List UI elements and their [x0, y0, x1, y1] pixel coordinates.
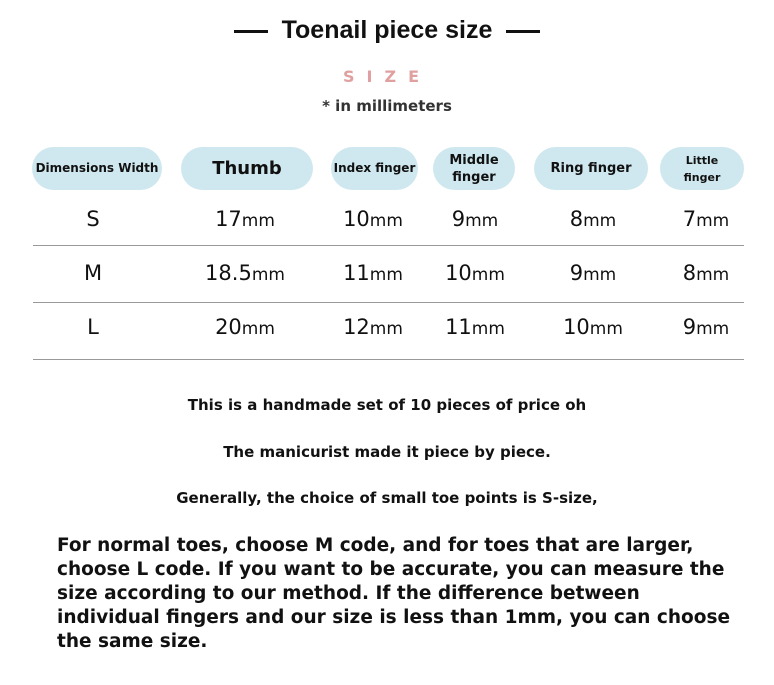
table-cell: 10mm [343, 207, 403, 231]
instructions-paragraph: For normal toes, choose M code, and for … [57, 535, 731, 652]
row-divider [33, 359, 744, 360]
cell-value: 7 [682, 207, 697, 231]
cell-value: 20 [215, 315, 242, 339]
row-divider [33, 245, 744, 246]
cell-unit: mm [696, 211, 730, 231]
note-line: Generally, the choice of small toe point… [176, 489, 598, 507]
divider [233, 29, 268, 33]
table-cell: 9mm [570, 261, 617, 285]
cell-value: 18.5 [205, 261, 252, 285]
cell-value: 11 [343, 261, 370, 285]
table-cell: 10mm [445, 261, 505, 285]
table-cell: 8mm [570, 207, 617, 231]
cell-value: 9 [451, 207, 466, 231]
cell-value: 8 [682, 261, 697, 285]
cell-value: 8 [569, 207, 584, 231]
cell-unit: mm [241, 319, 275, 339]
cell-unit: mm [471, 265, 505, 285]
note-line: This is a handmade set of 10 pieces of p… [187, 396, 587, 414]
table-cell: 8mm [683, 261, 730, 285]
cell-value: 10 [563, 315, 590, 339]
size-label: SIZE [342, 67, 431, 86]
title-text: Toenail piece size [281, 16, 493, 44]
header-middle: Middle finger [433, 147, 515, 190]
cell-unit: mm [369, 211, 403, 231]
cell-value: 9 [569, 261, 584, 285]
cell-value: 17 [215, 207, 242, 231]
header-ring: Ring finger [534, 147, 648, 190]
cell-unit: mm [589, 319, 623, 339]
table-cell: 18.5mm [205, 261, 285, 285]
table-cell: 9mm [452, 207, 499, 231]
unit-note: * in millimeters [322, 97, 452, 115]
table-cell: 10mm [563, 315, 623, 339]
table-cell: 12mm [343, 315, 403, 339]
header-dimensions: Dimensions Width [32, 147, 162, 190]
cell-unit: mm [471, 319, 505, 339]
table-cell: 7mm [683, 207, 730, 231]
header-index: Index finger [331, 147, 418, 190]
cell-value: 12 [343, 315, 370, 339]
cell-unit: mm [369, 319, 403, 339]
note-line: The manicurist made it piece by piece. [223, 443, 551, 461]
page-title: Toenail piece size [0, 16, 774, 45]
cell-value: 10 [343, 207, 370, 231]
cell-value: 9 [682, 315, 697, 339]
header-little: Little finger [660, 147, 744, 190]
row-size-label: L [87, 315, 99, 339]
row-size-label: S [86, 207, 100, 231]
row-size-label: M [83, 261, 103, 285]
cell-unit: mm [251, 265, 285, 285]
cell-unit: mm [583, 265, 617, 285]
cell-value: 11 [445, 315, 472, 339]
cell-unit: mm [696, 319, 730, 339]
header-thumb: Thumb [181, 147, 313, 190]
cell-unit: mm [241, 211, 275, 231]
cell-unit: mm [583, 211, 617, 231]
cell-unit: mm [465, 211, 499, 231]
table-cell: 17mm [215, 207, 275, 231]
cell-value: 10 [445, 261, 472, 285]
cell-unit: mm [369, 265, 403, 285]
cell-unit: mm [696, 265, 730, 285]
divider [506, 29, 541, 33]
table-cell: 11mm [343, 261, 403, 285]
row-divider [33, 302, 744, 303]
table-cell: 9mm [683, 315, 730, 339]
table-cell: 11mm [445, 315, 505, 339]
table-cell: 20mm [215, 315, 275, 339]
